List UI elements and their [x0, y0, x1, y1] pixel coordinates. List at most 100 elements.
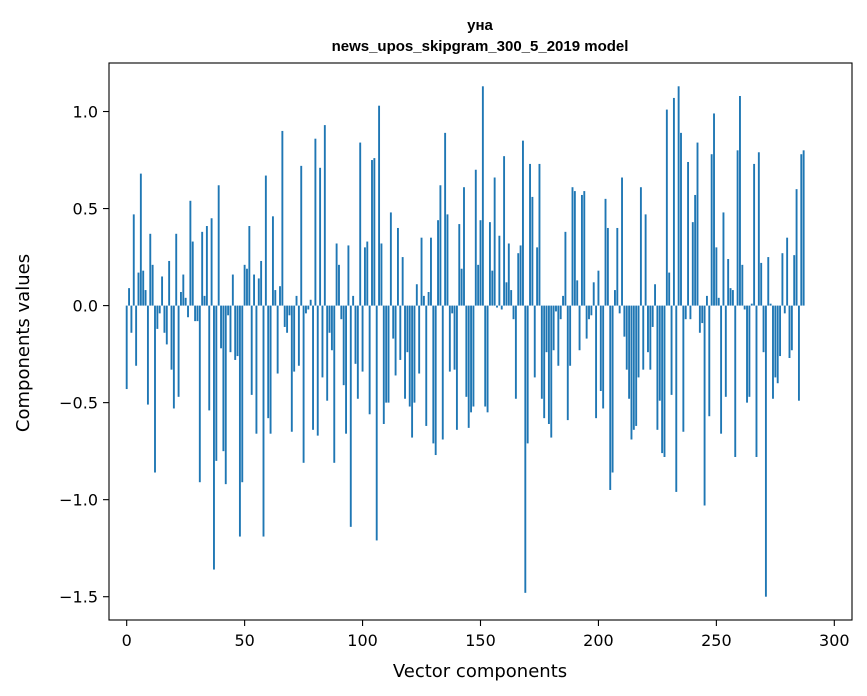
chart-title-line1: уна — [467, 17, 493, 34]
bar-139 — [453, 305, 456, 370]
bar-164 — [512, 305, 515, 320]
bar-179 — [547, 305, 550, 424]
bar-118 — [404, 305, 406, 399]
bar-92 — [342, 305, 345, 386]
bar-222 — [649, 305, 652, 370]
bar-80 — [314, 138, 317, 306]
bar-231 — [670, 305, 673, 395]
bar-6 — [139, 173, 142, 306]
chart-title-line2: news_upos_skipgram_300_5_2019 model — [332, 38, 629, 55]
y-tick-label: −0.5 — [59, 394, 98, 413]
bar-163 — [510, 290, 513, 306]
bar-178 — [545, 305, 548, 353]
bar-111 — [387, 305, 390, 403]
bar-256 — [729, 288, 732, 306]
bar-68 — [286, 305, 289, 333]
bar-255 — [727, 259, 730, 306]
bar-120 — [408, 305, 411, 407]
bar-101 — [363, 247, 366, 306]
bar-135 — [444, 132, 447, 306]
bar-152 — [484, 305, 487, 407]
bar-123 — [415, 284, 418, 306]
bar-148 — [474, 169, 477, 306]
bar-214 — [630, 305, 633, 440]
bar-207 — [614, 290, 616, 306]
bar-67 — [283, 305, 286, 327]
bar-62 — [271, 216, 274, 306]
bar-74 — [300, 165, 303, 306]
bar-260 — [739, 95, 741, 306]
bar-183 — [557, 305, 560, 366]
bar-237 — [684, 305, 687, 320]
bar-96 — [352, 295, 355, 306]
bar-49 — [241, 305, 244, 483]
bar-165 — [514, 305, 517, 399]
bar-226 — [658, 305, 661, 401]
bar-282 — [790, 305, 793, 351]
bar-91 — [340, 305, 343, 320]
bar-130 — [432, 305, 435, 444]
bar-47 — [236, 305, 239, 357]
bar-213 — [628, 305, 631, 399]
bar-32 — [201, 231, 204, 306]
bar-227 — [661, 305, 664, 454]
bar-173 — [533, 305, 536, 378]
bar-276 — [776, 305, 779, 384]
bar-245 — [703, 305, 706, 506]
bar-277 — [779, 305, 782, 357]
bar-38 — [215, 305, 218, 461]
bar-98 — [356, 305, 359, 399]
bar-209 — [618, 305, 621, 314]
bar-115 — [397, 227, 399, 306]
bar-278 — [781, 253, 784, 306]
bar-100 — [361, 305, 364, 372]
bar-158 — [498, 235, 501, 306]
bar-110 — [385, 305, 388, 403]
bar-229 — [665, 109, 668, 306]
bar-263 — [746, 305, 748, 403]
bar-236 — [682, 305, 685, 432]
bar-90 — [338, 264, 340, 306]
bar-287 — [802, 150, 805, 306]
x-axis: 0 50 100 150 200 250 300 — [122, 620, 850, 650]
bar-127 — [425, 305, 428, 426]
bar-116 — [399, 305, 402, 360]
bar-171 — [529, 163, 531, 306]
bar-53 — [250, 305, 253, 395]
bar-58 — [262, 305, 265, 537]
x-tick-label: 150 — [465, 631, 496, 650]
y-axis: −1.5 −1.0 −0.5 0.0 0.5 1.0 — [59, 103, 109, 607]
bar-61 — [269, 305, 272, 434]
bar-52 — [248, 226, 251, 306]
bar-5 — [137, 272, 140, 306]
y-tick-label: 0.5 — [73, 200, 98, 219]
bar-252 — [720, 305, 723, 434]
bar-149 — [477, 264, 480, 306]
bar-112 — [389, 212, 392, 306]
bar-95 — [349, 305, 352, 527]
bar-24 — [182, 274, 185, 306]
bar-261 — [741, 264, 744, 306]
bar-7 — [142, 270, 145, 306]
bar-75 — [302, 305, 305, 463]
bar-249 — [713, 113, 715, 306]
x-axis-label: Vector components — [393, 661, 567, 682]
bar-59 — [264, 175, 267, 306]
bar-269 — [760, 262, 763, 306]
bar-129 — [430, 237, 432, 306]
bar-106 — [375, 305, 378, 541]
bar-50 — [243, 264, 246, 306]
bar-3 — [132, 214, 135, 306]
bar-33 — [203, 295, 206, 306]
bar-266 — [753, 163, 756, 306]
bar-137 — [448, 305, 451, 372]
y-tick-label: −1.0 — [59, 491, 98, 510]
bar-0 — [125, 305, 128, 390]
bar-8 — [144, 290, 147, 306]
bar-242 — [696, 142, 699, 306]
bar-94 — [347, 245, 350, 306]
bar-247 — [708, 305, 711, 417]
x-tick-label: 100 — [347, 631, 378, 650]
bar-26 — [187, 305, 189, 318]
bar-205 — [609, 305, 612, 490]
